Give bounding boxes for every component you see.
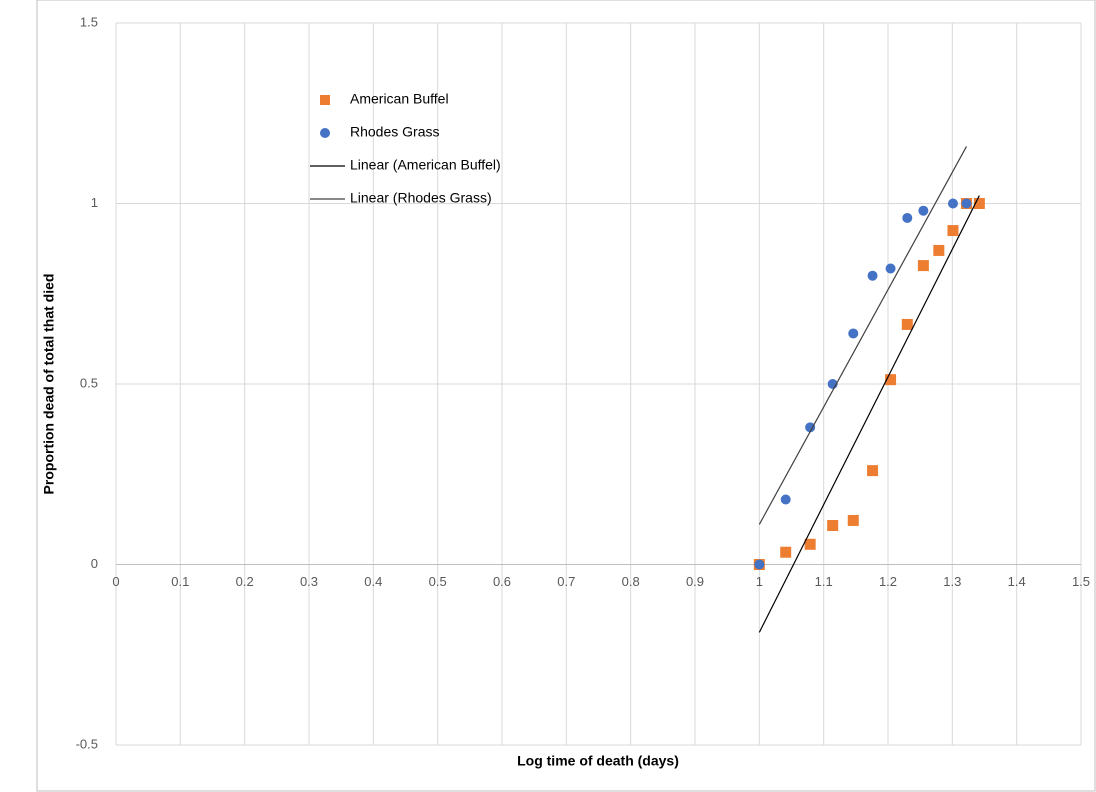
y-tick-label: 0 <box>91 556 98 571</box>
x-tick-label: 1 <box>756 574 763 589</box>
legend-label: Linear (American Buffel) <box>350 157 501 173</box>
legend-marker <box>320 128 330 138</box>
y-tick-label: 1.5 <box>80 14 98 29</box>
x-tick-label: 0.3 <box>300 574 318 589</box>
x-tick-label: 0.1 <box>171 574 189 589</box>
trend-line <box>758 195 980 633</box>
marker <box>780 494 791 505</box>
marker <box>885 374 897 386</box>
marker <box>917 260 929 272</box>
x-tick-label: 0.4 <box>364 574 382 589</box>
x-tick-label: 1.4 <box>1008 574 1026 589</box>
marker <box>867 270 878 281</box>
x-tick-label: 0.5 <box>429 574 447 589</box>
y-tick-label: 1 <box>91 195 98 210</box>
y-tick-label: -0.5 <box>76 736 98 751</box>
marker <box>804 538 816 550</box>
x-tick-label: 1.1 <box>815 574 833 589</box>
x-tick-label: 0.8 <box>622 574 640 589</box>
x-tick-label: 1.5 <box>1072 574 1090 589</box>
marker <box>885 263 896 274</box>
x-tick-label: 0.7 <box>557 574 575 589</box>
y-axis-label: Proportion dead of total that died <box>41 274 57 495</box>
legend-label: American Buffel <box>350 91 449 107</box>
x-tick-label: 1.3 <box>943 574 961 589</box>
marker <box>933 244 945 256</box>
legend-marker <box>320 95 330 105</box>
x-axis-label: Log time of death (days) <box>517 753 679 769</box>
marker <box>780 546 792 558</box>
marker <box>973 198 985 209</box>
legend-label: Linear (Rhodes Grass) <box>350 190 492 206</box>
marker <box>847 514 859 526</box>
marker <box>848 328 859 339</box>
x-tick-label: 0.2 <box>236 574 254 589</box>
marker <box>902 212 913 223</box>
y-tick-label: 0.5 <box>80 375 98 390</box>
marker <box>754 559 765 570</box>
x-tick-label: 0.6 <box>493 574 511 589</box>
x-tick-label: 0.9 <box>686 574 704 589</box>
chart-border <box>36 0 1096 792</box>
marker <box>947 198 958 209</box>
legend-label: Rhodes Grass <box>350 124 439 140</box>
marker <box>827 520 839 532</box>
marker <box>867 465 879 477</box>
marker <box>947 225 959 237</box>
x-tick-label: 1.2 <box>879 574 897 589</box>
x-tick-label: 0 <box>112 574 119 589</box>
marker <box>805 422 816 433</box>
marker <box>901 318 913 330</box>
trend-line <box>758 146 968 525</box>
marker <box>918 205 929 216</box>
marker <box>961 198 972 209</box>
